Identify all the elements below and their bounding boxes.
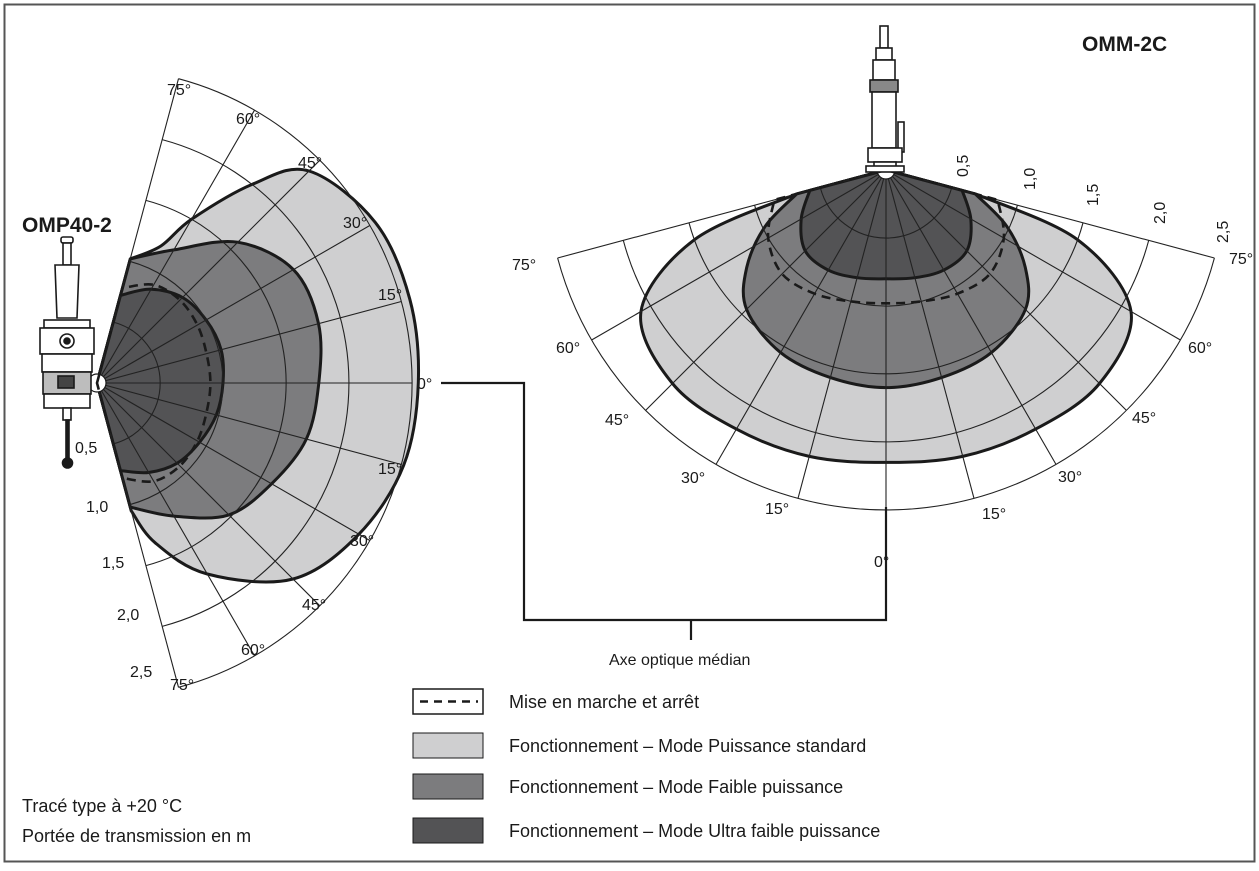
omp40-2-range-label: 2,5 [130,664,152,681]
omm-2c-angle-ray [715,169,887,465]
omm-2c-angle-label: 75° [512,257,536,274]
omm-2c-title: OMM-2C [1082,33,1167,56]
omp40-2-angle-label: 15° [378,287,402,304]
omp40-2-angle-ray [96,159,321,384]
note-transmission-range: Portée de transmission en m [22,826,251,846]
omp40-2-angle-ray [96,382,255,657]
omm-2c-range-label: 2,5 [1215,221,1232,243]
omm-2c-angle-label: 15° [765,501,789,518]
legend-swatch-standard [412,732,484,759]
omp40-2-angle-label: 60° [236,111,260,128]
omm-2c-angle-label: 30° [1058,469,1082,486]
note-typical-plot: Tracé type à +20 °C [22,796,182,816]
omm-2c-angle-label: 15° [982,506,1006,523]
omp40-2-axis-label: 0° [417,376,432,393]
omp40-2-angle-label: 75° [167,82,191,99]
omp40-2-range-arc [178,78,413,688]
omp40-2-diagram [87,78,420,688]
omm-2c-angle-label: 60° [1188,340,1212,357]
omm-2c-polar-grid [557,160,1215,511]
omm-2c-angle-ray [557,169,887,259]
omm-2c-range-label: 2,0 [1152,202,1169,224]
omp40-2-angle-label: 60° [241,642,265,659]
omp40-2-angle-ray [96,382,180,688]
omm-2c-axis-label: 0° [874,554,889,571]
legend-label-standard: Fonctionnement – Mode Puissance standard [509,736,866,756]
omm-2c-angle-label: 45° [605,412,629,429]
omp40-2-range-label: 0,5 [75,440,97,457]
diagram-labels: 75° 60° 45° 30° 15° 0° 15° 30° 45° 60° 75° 0,5 1,0 1,… [75,82,1253,694]
omp40-2-angle-ray [96,225,371,384]
omm-2c-angle-ray [645,169,887,411]
omm-2c-angle-ray [885,169,1127,411]
omp40-2-angle-ray [96,109,255,384]
omm-2c-diagram [557,160,1215,511]
omm-2c-angle-ray [885,169,1057,465]
optical-axis-connector [441,381,888,640]
omp40-2-angle-label: 15° [378,461,402,478]
omp40-2-range-label: 2,0 [117,607,139,624]
omm-2c-switch-on-off-range [766,168,1006,305]
omp40-2-angle-label: 45° [302,597,326,614]
omm-2c-angle-ray [885,169,1181,341]
omm-2c-range-label: 1,5 [1085,184,1102,206]
omp40-2-angle-label: 75° [170,677,194,694]
omm-2c-angle-ray [885,169,975,499]
omp40-2-angle-ray [96,382,371,541]
omm-2c-angle-label: 60° [556,340,580,357]
legend-swatch-low [412,773,484,800]
legend-swatch-ultra-low [412,817,484,844]
omp40-2-title: OMP40-2 [22,214,112,237]
legend-label-low: Fonctionnement – Mode Faible puissance [509,777,843,797]
omm-2c-range-label: 1,0 [1022,168,1039,190]
omp40-2-angle-label: 30° [350,533,374,550]
omm-2c-angle-ray [797,169,887,499]
omm-2c-receiver-icon [865,25,905,173]
omp40-2-range-label: 1,5 [102,555,124,572]
legend: Mise en marche et arrêt Fonctionnement –… [412,688,880,844]
omp40-2-angle-label: 45° [298,155,322,172]
omm-2c-angle-label: 45° [1132,410,1156,427]
omp40-2-angle-ray [96,382,321,607]
omp40-2-probe-icon [39,236,95,469]
optical-axis-label: Axe optique médian [609,652,750,669]
omm-2c-range-label: 0,5 [955,155,972,177]
omp40-2-angle-ray [96,300,402,384]
omp40-2-angle-ray [96,382,402,466]
omp40-2-range-label: 1,0 [86,499,108,516]
omp40-2-switch-on-off-range [95,283,212,483]
omm-2c-angle-label: 30° [681,470,705,487]
legend-label-ultra-low: Fonctionnement – Mode Ultra faible puiss… [509,821,880,841]
omm-2c-angle-label: 75° [1229,251,1253,268]
omm-2c-angle-ray [885,169,1215,259]
legend-label-switch-on-off: Mise en marche et arrêt [509,692,699,712]
omp40-2-angle-label: 30° [343,215,367,232]
omm-2c-angle-ray [591,169,887,341]
